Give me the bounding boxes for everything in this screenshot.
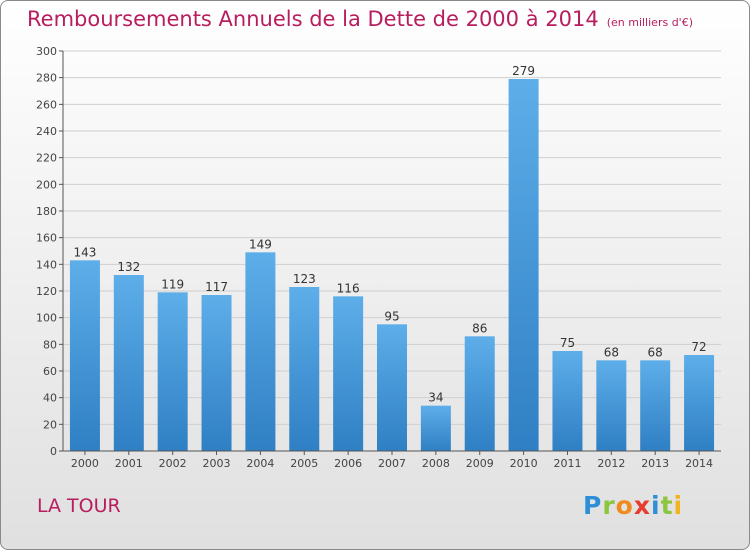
logo-letter: o (615, 491, 634, 520)
data-label-2008: 34 (428, 391, 443, 405)
data-label-2007: 95 (384, 309, 399, 323)
data-label-2004: 149 (249, 237, 272, 251)
logo-letter: r (602, 491, 616, 520)
x-tick-label-2010: 2010 (510, 457, 538, 470)
data-label-2005: 123 (293, 272, 316, 286)
x-tick-label-2007: 2007 (378, 457, 406, 470)
logo-letter: x (633, 491, 651, 520)
y-tick-label: 280 (36, 72, 57, 85)
data-label-2011: 75 (560, 336, 575, 350)
y-tick-label: 120 (36, 285, 57, 298)
y-tick-label: 20 (43, 418, 57, 431)
y-tick-label: 80 (43, 338, 57, 351)
data-label-2003: 117 (205, 280, 228, 294)
chart-title: Remboursements Annuels de la Dette de 20… (27, 7, 693, 31)
bar-2001 (113, 275, 144, 451)
bar-2012 (596, 360, 627, 451)
y-tick-label: 220 (36, 152, 57, 165)
data-label-2000: 143 (73, 245, 96, 259)
bar-2006 (333, 296, 364, 451)
proxiti-logo[interactable]: Proxiti (583, 491, 683, 520)
logo-letter: i (673, 491, 684, 520)
data-label-2001: 132 (117, 260, 140, 274)
y-tick-label: 260 (36, 98, 57, 111)
x-tick-label-2005: 2005 (290, 457, 318, 470)
x-tick-label-2013: 2013 (641, 457, 669, 470)
bar-2014 (684, 355, 715, 451)
data-label-2010: 279 (512, 64, 535, 78)
x-tick-label-2000: 2000 (71, 457, 99, 470)
y-tick-label: 60 (43, 365, 57, 378)
x-tick-label-2012: 2012 (597, 457, 625, 470)
logo-letter: t (660, 491, 674, 520)
data-label-2009: 86 (472, 321, 487, 335)
data-label-2002: 119 (161, 277, 184, 291)
bar-2010 (508, 79, 539, 451)
bar-2007 (377, 324, 407, 451)
x-tick-label-2009: 2009 (466, 457, 494, 470)
bar-2004 (245, 252, 276, 451)
y-tick-label: 160 (36, 232, 57, 245)
data-label-2012: 68 (604, 345, 619, 359)
x-tick-label-2006: 2006 (334, 457, 362, 470)
bar-2013 (640, 360, 671, 451)
y-tick-label: 100 (36, 312, 57, 325)
y-tick-label: 40 (43, 392, 57, 405)
bar-2009 (464, 336, 495, 451)
y-tick-label: 300 (36, 45, 57, 58)
bar-2000 (69, 260, 100, 451)
data-label-2013: 68 (648, 345, 663, 359)
x-tick-label-2002: 2002 (159, 457, 187, 470)
x-tick-label-2008: 2008 (422, 457, 450, 470)
x-tick-label-2014: 2014 (685, 457, 713, 470)
y-tick-label: 200 (36, 178, 57, 191)
bar-2002 (157, 292, 188, 451)
y-tick-label: 0 (50, 445, 57, 458)
x-tick-label-2004: 2004 (246, 457, 274, 470)
chart-title-main: Remboursements Annuels de la Dette de 20… (27, 7, 599, 31)
commune-name: LA TOUR (37, 495, 121, 517)
x-tick-label-2003: 2003 (203, 457, 231, 470)
y-tick-label: 180 (36, 205, 57, 218)
data-label-2014: 72 (691, 340, 706, 354)
x-tick-label-2011: 2011 (553, 457, 581, 470)
logo-letter: P (583, 491, 603, 520)
data-label-2006: 116 (337, 281, 360, 295)
logo-letter: i (651, 491, 661, 520)
y-tick-label: 240 (36, 125, 57, 138)
bar-2011 (552, 351, 583, 451)
chart-title-unit: (en milliers d'€) (606, 16, 693, 29)
bar-2005 (289, 287, 320, 451)
bar-2003 (201, 295, 232, 451)
x-tick-label-2001: 2001 (115, 457, 143, 470)
bar-2008 (420, 405, 451, 451)
y-tick-label: 140 (36, 258, 57, 271)
